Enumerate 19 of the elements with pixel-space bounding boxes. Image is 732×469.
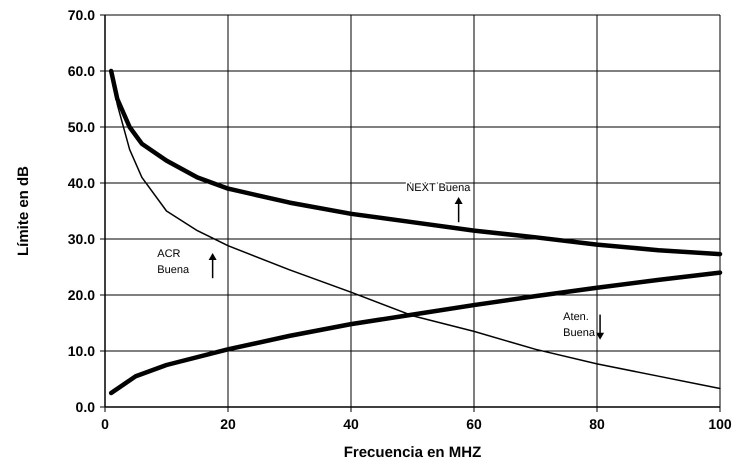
x-tick-label: 0: [101, 416, 110, 432]
annotation: NEXT Buena: [406, 182, 472, 194]
annotation: ACR Buena: [157, 248, 190, 276]
y-tick-label: 20.0: [68, 286, 96, 303]
y-tick-label: 60.0: [68, 62, 96, 79]
y-tick-label: 10.0: [68, 342, 96, 359]
x-tick-label: 80: [589, 416, 605, 432]
annotation: Aten. Buena: [563, 311, 596, 340]
y-tick-label: 50.0: [68, 118, 96, 135]
x-tick-label: 20: [220, 416, 236, 432]
y-tick-label: 0.0: [76, 398, 96, 415]
y-tick-label: 70.0: [68, 6, 96, 23]
y-axis-title: Límite en dB: [15, 166, 32, 256]
x-tick-label: 60: [466, 416, 482, 432]
x-axis-title: Frecuencia en MHZ: [344, 444, 482, 461]
y-tick-label: 40.0: [68, 174, 96, 191]
y-tick-label: 30.0: [68, 230, 96, 247]
x-tick-label: 40: [343, 416, 359, 432]
x-tick-label: 100: [708, 416, 732, 432]
